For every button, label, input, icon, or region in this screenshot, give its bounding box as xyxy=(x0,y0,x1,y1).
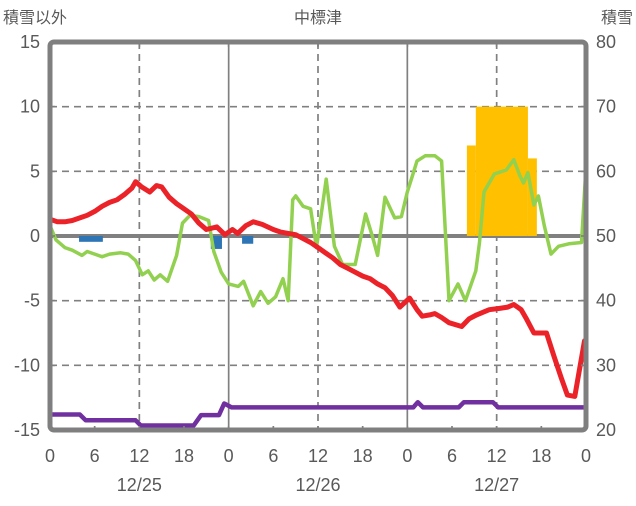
x-axis-hour-label: 0 xyxy=(581,446,591,466)
right-axis-tick-label: 40 xyxy=(596,291,616,311)
left-axis-tick-label: 15 xyxy=(20,32,40,52)
right-axis-tick-label: 30 xyxy=(596,355,616,375)
right-axis-tick-label: 80 xyxy=(596,32,616,52)
left-axis-title: 積雪以外 xyxy=(3,10,68,27)
x-axis-hour-label: 6 xyxy=(90,446,100,466)
plot-border xyxy=(47,39,589,433)
right-axis-tick-label: 60 xyxy=(596,161,616,181)
x-axis-hour-label: 0 xyxy=(402,446,412,466)
right-axis-tick-label: 20 xyxy=(596,420,616,440)
left-axis-tick-label: 5 xyxy=(30,161,40,181)
x-axis-hour-label: 6 xyxy=(447,446,457,466)
x-axis-hour-label: 12 xyxy=(487,446,507,466)
series-green xyxy=(48,154,588,308)
right-axis-tick-label: 50 xyxy=(596,226,616,246)
bars-blue-precipitation xyxy=(79,236,103,242)
series-red-temperature xyxy=(47,179,587,399)
left-axis-tick-label: -5 xyxy=(24,291,40,311)
station-title: 中標津 xyxy=(293,10,342,27)
right-axis-title: 積雪 xyxy=(600,10,633,27)
x-axis-date-label: 12/27 xyxy=(474,475,519,495)
x-axis-hour-label: 12 xyxy=(129,446,149,466)
x-axis-hour-label: 0 xyxy=(45,446,55,466)
bars-blue-precipitation xyxy=(210,236,222,249)
x-axis-date-label: 12/25 xyxy=(117,475,162,495)
right-axis-tick-label: 70 xyxy=(596,97,616,117)
x-axis-date-label: 12/26 xyxy=(295,475,340,495)
bars-blue-precipitation xyxy=(242,236,254,244)
bars-orange-snowfall xyxy=(466,145,476,236)
left-axis-tick-label: 0 xyxy=(30,226,40,246)
x-axis-hour-label: 18 xyxy=(531,446,551,466)
x-axis-hour-label: 12 xyxy=(308,446,328,466)
left-axis-tick-label: 10 xyxy=(20,97,40,117)
left-axis-tick-label: -15 xyxy=(14,420,40,440)
x-axis-hour-label: 0 xyxy=(224,446,234,466)
left-axis-tick-label: -10 xyxy=(14,355,40,375)
x-axis-hour-label: 18 xyxy=(174,446,194,466)
x-axis-hour-label: 6 xyxy=(268,446,278,466)
x-axis-hour-label: 18 xyxy=(353,446,373,466)
series-purple-snow-depth xyxy=(47,399,589,428)
